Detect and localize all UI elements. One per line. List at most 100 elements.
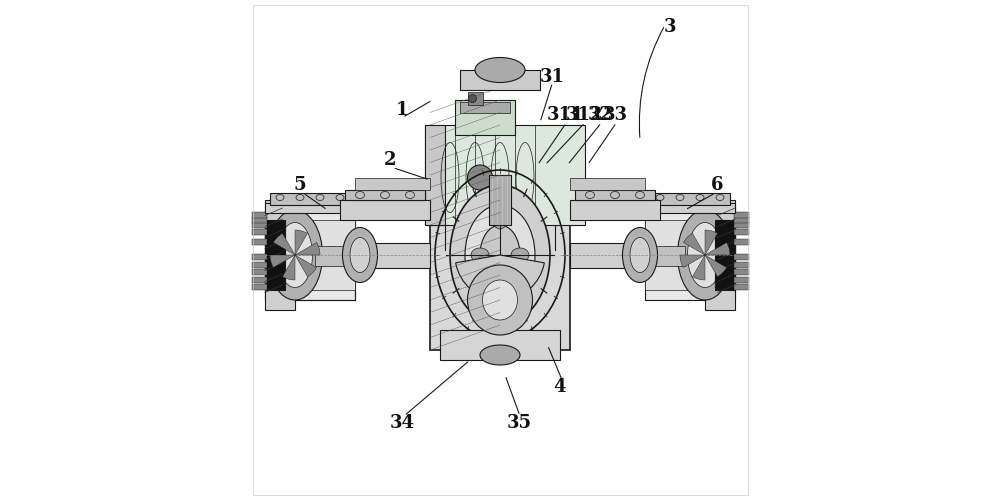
Bar (734, 229, 748, 235)
Wedge shape (705, 242, 730, 255)
Bar (295, 220, 355, 290)
Bar (734, 216, 748, 222)
Bar (315, 246, 360, 266)
Text: 312: 312 (565, 106, 603, 124)
Bar (252, 239, 266, 245)
Wedge shape (456, 255, 544, 300)
Ellipse shape (465, 205, 535, 305)
Ellipse shape (482, 280, 518, 320)
Bar (455, 100, 515, 135)
Bar (440, 330, 560, 360)
Bar (270, 192, 350, 205)
Wedge shape (705, 255, 727, 276)
Ellipse shape (630, 238, 650, 272)
Text: 311: 311 (546, 106, 584, 124)
Text: 34: 34 (390, 414, 415, 432)
Bar (734, 254, 748, 260)
Wedge shape (270, 255, 295, 268)
Bar (705, 200, 735, 310)
Text: 32: 32 (588, 106, 612, 124)
Ellipse shape (493, 281, 507, 299)
Bar (252, 269, 266, 275)
Wedge shape (705, 230, 718, 255)
Bar (645, 202, 735, 212)
Bar (265, 220, 285, 290)
Wedge shape (430, 250, 570, 320)
Bar (252, 216, 266, 222)
Ellipse shape (350, 238, 370, 272)
Ellipse shape (342, 228, 378, 282)
Bar (645, 220, 705, 290)
Bar (265, 202, 355, 212)
Bar (460, 102, 510, 113)
Bar (734, 284, 748, 290)
Wedge shape (295, 255, 317, 276)
Text: 6: 6 (711, 176, 724, 194)
Bar (425, 125, 445, 225)
Ellipse shape (278, 222, 312, 288)
Bar (265, 210, 355, 300)
Ellipse shape (468, 265, 532, 335)
Bar (734, 276, 748, 282)
Bar (340, 200, 430, 220)
Ellipse shape (480, 345, 520, 365)
Ellipse shape (450, 185, 550, 325)
Text: 31: 31 (540, 68, 565, 86)
Bar (489, 175, 511, 225)
Bar (425, 125, 585, 225)
Bar (265, 210, 355, 300)
Bar (252, 262, 266, 268)
Wedge shape (692, 255, 705, 280)
Text: 3: 3 (664, 18, 676, 36)
Bar (345, 190, 425, 200)
Wedge shape (680, 255, 705, 268)
Bar (252, 254, 266, 260)
Bar (734, 239, 748, 245)
Ellipse shape (511, 248, 529, 262)
Bar (265, 200, 295, 310)
Bar (734, 262, 748, 268)
Text: 5: 5 (294, 176, 306, 194)
Wedge shape (295, 242, 320, 255)
Bar (468, 92, 482, 105)
Wedge shape (683, 234, 705, 255)
Wedge shape (283, 255, 295, 280)
Bar (645, 210, 735, 300)
Text: 4: 4 (554, 378, 566, 396)
Text: 2: 2 (384, 151, 396, 169)
Bar (715, 220, 735, 290)
Text: 35: 35 (506, 414, 532, 432)
Bar (650, 192, 730, 205)
Bar (252, 284, 266, 290)
Bar (252, 212, 266, 218)
Bar (575, 190, 655, 200)
Ellipse shape (468, 165, 492, 190)
Bar (265, 222, 285, 288)
Text: 1: 1 (396, 101, 409, 119)
Bar (355, 242, 430, 268)
Bar (355, 178, 430, 190)
Ellipse shape (493, 211, 507, 229)
Bar (570, 242, 645, 268)
Bar (430, 140, 570, 350)
Ellipse shape (471, 248, 489, 262)
Ellipse shape (480, 225, 520, 285)
Bar (252, 222, 266, 228)
Bar (252, 276, 266, 282)
Text: 33: 33 (602, 106, 628, 124)
Ellipse shape (622, 228, 658, 282)
Bar (640, 246, 685, 266)
Ellipse shape (268, 210, 322, 300)
Wedge shape (295, 230, 308, 255)
Ellipse shape (688, 222, 722, 288)
Bar (734, 212, 748, 218)
Bar (570, 200, 660, 220)
Bar (570, 178, 645, 190)
Ellipse shape (475, 58, 525, 82)
Wedge shape (273, 234, 295, 255)
Bar (734, 222, 748, 228)
Ellipse shape (468, 94, 477, 102)
Bar (715, 222, 735, 288)
Ellipse shape (678, 210, 732, 300)
Bar (252, 229, 266, 235)
